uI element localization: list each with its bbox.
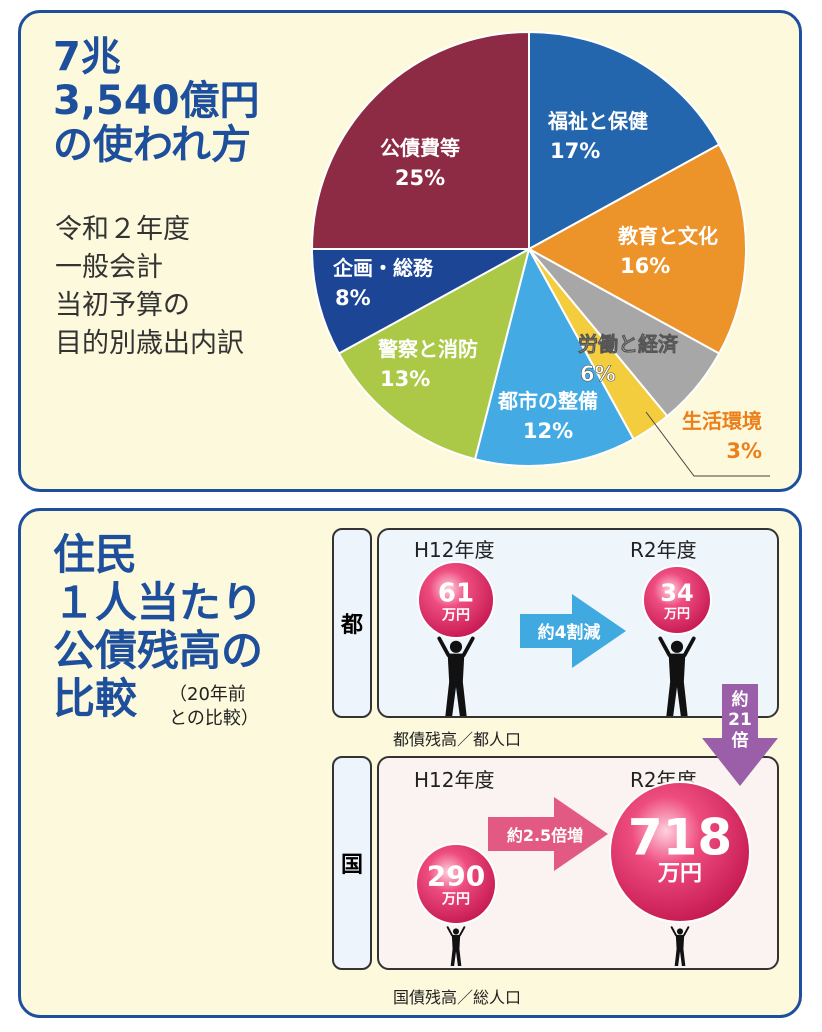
budget-subtitle-line: 一般会計 <box>55 252 163 283</box>
debt-note: （20年前 との比較） <box>169 683 259 731</box>
slice-label: 都市の整備 <box>497 389 598 413</box>
slice-label: 福祉と保健 <box>547 109 648 133</box>
slice-label: 警察と消防 <box>378 337 478 361</box>
slice-value: 6% <box>580 362 616 386</box>
tokyo-caption: 都債残高／都人口 <box>393 730 522 749</box>
debt-unit: 万円 <box>441 891 470 907</box>
slice-value: 17% <box>550 139 600 163</box>
national-new-person <box>670 926 690 966</box>
national-caption: 国債残高／総人口 <box>393 988 522 1007</box>
debt-title-line: 比較 <box>53 674 138 723</box>
budget-title-line: の使われ方 <box>53 122 251 168</box>
ratio-arrow: 約 21 倍 <box>702 684 778 786</box>
debt-value: 61 <box>438 578 474 608</box>
slice-label: 公債費等 <box>380 136 460 160</box>
pie-slice <box>528 30 721 251</box>
ratio-label: 約 <box>732 689 749 710</box>
debt-note-line: （20年前 <box>169 684 246 705</box>
tokyo-old-person <box>437 636 475 716</box>
pie-slice <box>337 247 531 461</box>
ratio-label: 倍 <box>732 730 749 751</box>
budget-subtitle-line: 当初予算の <box>55 290 190 321</box>
tokyo-new-person <box>658 636 696 716</box>
slice-label: 労働と経済 <box>578 332 679 356</box>
slice-label: 生活環境 <box>682 409 762 433</box>
slice-value: 12% <box>523 419 573 443</box>
national-old-person <box>446 926 466 966</box>
budget-title-line: 3,540億円 <box>53 78 260 124</box>
budget-subtitle-line: 目的別歳出内訳 <box>55 328 244 359</box>
pie-slice <box>526 143 748 355</box>
tokyo-change-label: 約4割減 <box>538 622 601 643</box>
national-change-label: 約2.5倍増 <box>507 826 583 845</box>
budget-title: 7兆 3,540億円 の使われ方 <box>53 35 260 167</box>
national-year-old: H12年度 <box>414 768 495 792</box>
budget-subtitle: 令和２年度 一般会計 当初予算の 目的別歳出内訳 <box>55 211 244 363</box>
ratio-label: 21 <box>728 710 752 730</box>
debt-note-line: との比較） <box>169 708 259 729</box>
debt-unit: 万円 <box>663 607 690 622</box>
tokyo-year-old: H12年度 <box>414 538 495 562</box>
debt-value: 34 <box>660 579 693 607</box>
budget-title-line: 7兆 <box>53 34 121 80</box>
debt-unit: 万円 <box>657 862 702 887</box>
budget-subtitle-line: 令和２年度 <box>55 214 190 245</box>
pie-slice <box>310 30 530 250</box>
pie-slice <box>310 248 530 355</box>
debt-value: 290 <box>427 859 485 892</box>
slice-label: 企画・総務 <box>332 256 434 280</box>
tokyo-decrease-arrow: 約4割減 <box>520 594 626 668</box>
debt-title-line: 住民 <box>53 530 138 579</box>
debt-title-line: １人当たり <box>53 578 264 627</box>
national-tag: 国 <box>332 756 372 970</box>
tokyo-tag: 都 <box>332 528 372 718</box>
slice-value: 16% <box>620 254 670 278</box>
leader-line <box>645 411 770 477</box>
tokyo-year-new: R2年度 <box>630 538 697 562</box>
slice-value: 25% <box>395 166 445 190</box>
slice-value: 13% <box>380 367 430 391</box>
slice-value: 8% <box>335 286 371 310</box>
slice-label: 教育と文化 <box>618 224 718 248</box>
debt-value: 718 <box>628 809 732 867</box>
pie-slice <box>473 246 635 467</box>
debt-title: 住民 １人当たり 公債残高の 比較 <box>53 531 263 723</box>
national-increase-arrow: 約2.5倍増 <box>488 797 608 871</box>
slice-value: 3% <box>726 439 762 463</box>
budget-pie-chart: 福祉と保健 17% 教育と文化 16% 労働と経済 6% 生活環境 3% 都市の整備 12% 警察と… <box>310 30 770 477</box>
debt-title-line: 公債残高の <box>53 626 264 675</box>
debt-unit: 万円 <box>441 607 470 623</box>
